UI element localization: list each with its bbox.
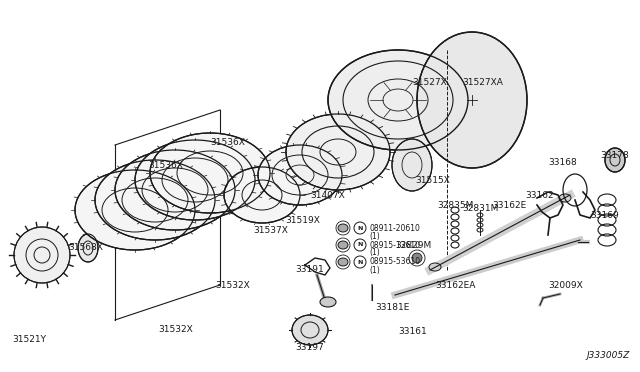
Ellipse shape <box>258 145 342 205</box>
Ellipse shape <box>605 148 625 172</box>
Text: 08911-20610: 08911-20610 <box>369 224 420 232</box>
Ellipse shape <box>75 170 195 250</box>
Text: 33181E: 33181E <box>375 304 410 312</box>
Ellipse shape <box>14 227 70 283</box>
Ellipse shape <box>392 139 432 191</box>
Text: 33162E: 33162E <box>492 201 526 209</box>
Ellipse shape <box>115 150 235 230</box>
Ellipse shape <box>292 315 328 345</box>
Text: 31515X: 31515X <box>415 176 450 185</box>
Text: 33168: 33168 <box>548 157 577 167</box>
Text: 31568X: 31568X <box>68 244 103 253</box>
Text: 33191: 33191 <box>295 266 324 275</box>
Text: 08915-53610: 08915-53610 <box>369 257 420 266</box>
Ellipse shape <box>150 133 270 213</box>
Text: 33162: 33162 <box>525 190 554 199</box>
Text: 33161: 33161 <box>398 327 427 337</box>
Ellipse shape <box>286 114 390 190</box>
Ellipse shape <box>328 50 468 150</box>
Ellipse shape <box>135 140 255 220</box>
Text: 32009X: 32009X <box>548 280 583 289</box>
Text: J333005Z: J333005Z <box>587 351 630 360</box>
Ellipse shape <box>338 258 348 266</box>
Ellipse shape <box>95 160 215 240</box>
Text: 32829M: 32829M <box>395 241 431 250</box>
Text: 31532X: 31532X <box>215 280 250 289</box>
Text: N: N <box>357 243 363 247</box>
Text: 31537X: 31537X <box>253 225 288 234</box>
Ellipse shape <box>417 32 527 168</box>
Ellipse shape <box>224 167 300 223</box>
Text: N: N <box>357 260 363 264</box>
Text: 31536X: 31536X <box>210 138 245 147</box>
Text: (1): (1) <box>369 266 380 275</box>
Ellipse shape <box>338 224 348 232</box>
Text: 32831M: 32831M <box>462 203 499 212</box>
Ellipse shape <box>78 234 98 262</box>
Text: 08915-13610: 08915-13610 <box>369 241 420 250</box>
Text: 31521Y: 31521Y <box>12 336 46 344</box>
Text: (1): (1) <box>369 231 380 241</box>
Text: 31527XA: 31527XA <box>462 77 503 87</box>
Ellipse shape <box>338 241 348 249</box>
Text: 31519X: 31519X <box>285 215 320 224</box>
Text: N: N <box>357 225 363 231</box>
Circle shape <box>412 253 422 263</box>
Text: (1): (1) <box>369 248 380 257</box>
Text: 33169: 33169 <box>590 211 619 219</box>
Text: 33162EA: 33162EA <box>435 280 476 289</box>
Text: 31536X: 31536X <box>148 160 183 170</box>
Ellipse shape <box>320 297 336 307</box>
Text: 31407X: 31407X <box>310 190 345 199</box>
Text: 32835M: 32835M <box>437 201 474 209</box>
Text: 33197: 33197 <box>295 343 324 353</box>
Text: 31532X: 31532X <box>158 326 193 334</box>
Text: 31527X: 31527X <box>412 77 447 87</box>
Text: 33178: 33178 <box>600 151 628 160</box>
